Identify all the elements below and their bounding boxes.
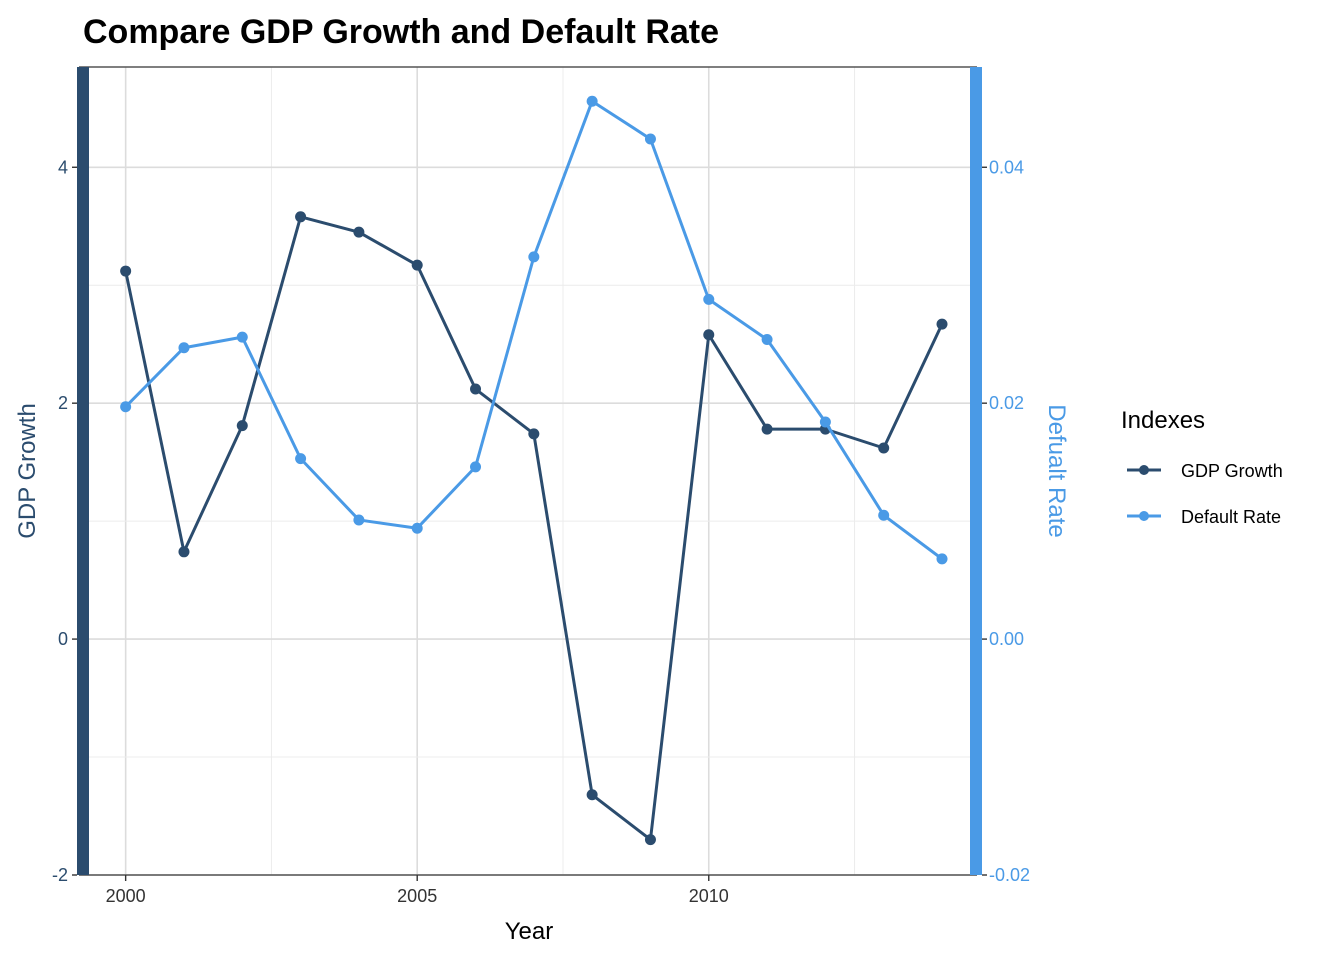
data-point-default-rate	[178, 342, 190, 354]
y-tick-label-right: 0.00	[989, 629, 1024, 649]
y-tick-label-right: -0.02	[989, 865, 1030, 885]
legend-title: Indexes	[1121, 407, 1205, 434]
data-point-gdp-growth	[411, 259, 423, 271]
data-point-gdp-growth	[353, 226, 365, 238]
x-axis-title: Year	[505, 918, 554, 945]
data-point-gdp-growth	[470, 383, 482, 395]
legend-key-point	[1139, 511, 1149, 521]
data-point-default-rate	[528, 251, 540, 263]
data-point-default-rate	[586, 95, 598, 107]
data-point-gdp-growth	[586, 789, 598, 801]
y-tick-label-right: 0.02	[989, 393, 1024, 413]
plot-background	[79, 67, 977, 875]
data-point-default-rate	[295, 453, 307, 465]
data-point-default-rate	[236, 331, 248, 343]
data-point-gdp-growth	[703, 329, 715, 341]
data-point-gdp-growth	[528, 428, 540, 440]
data-point-default-rate	[761, 333, 773, 345]
right-axis-bar	[970, 67, 982, 875]
x-tick-label: 2010	[689, 886, 729, 906]
data-point-gdp-growth	[178, 546, 190, 558]
data-point-default-rate	[411, 522, 423, 534]
legend-label-gdp-growth: GDP Growth	[1181, 461, 1283, 481]
data-point-gdp-growth	[761, 423, 773, 435]
left-axis-bar	[77, 67, 89, 875]
legend: Indexes GDP Growth Default Rate	[1121, 407, 1283, 527]
data-point-gdp-growth	[236, 420, 248, 432]
data-point-default-rate	[470, 461, 482, 473]
legend-item-default-rate: Default Rate	[1127, 507, 1281, 527]
data-point-gdp-growth	[295, 211, 307, 223]
y-tick-label-left: 2	[58, 393, 68, 413]
axis-ticks: -2 0 2 4 -0.02 0.00 0.02 0.04 2000 2005 2010	[52, 157, 1030, 906]
data-point-gdp-growth	[878, 442, 890, 454]
data-point-gdp-growth	[936, 318, 948, 330]
data-point-default-rate	[644, 133, 656, 145]
x-tick-label: 2005	[397, 886, 437, 906]
legend-label-default-rate: Default Rate	[1181, 507, 1281, 527]
series-layer	[120, 95, 948, 846]
right-axis-title: Defualt Rate	[1043, 404, 1070, 537]
plot-panel	[77, 66, 982, 876]
legend-key-point	[1139, 465, 1149, 475]
chart-title: Compare GDP Growth and Default Rate	[83, 13, 719, 51]
legend-item-gdp-growth: GDP Growth	[1127, 461, 1283, 481]
data-point-default-rate	[120, 401, 132, 413]
left-axis-title: GDP Growth	[14, 403, 41, 539]
y-tick-label-left: -2	[52, 865, 68, 885]
y-tick-label-right: 0.04	[989, 157, 1024, 177]
y-tick-label-left: 4	[58, 157, 68, 177]
data-point-default-rate	[819, 416, 831, 428]
data-point-default-rate	[878, 509, 890, 521]
data-point-default-rate	[703, 293, 715, 305]
data-point-default-rate	[353, 514, 365, 526]
data-point-gdp-growth	[120, 265, 132, 277]
x-tick-label: 2000	[106, 886, 146, 906]
data-point-default-rate	[936, 553, 948, 565]
y-tick-label-left: 0	[58, 629, 68, 649]
data-point-gdp-growth	[644, 834, 656, 846]
